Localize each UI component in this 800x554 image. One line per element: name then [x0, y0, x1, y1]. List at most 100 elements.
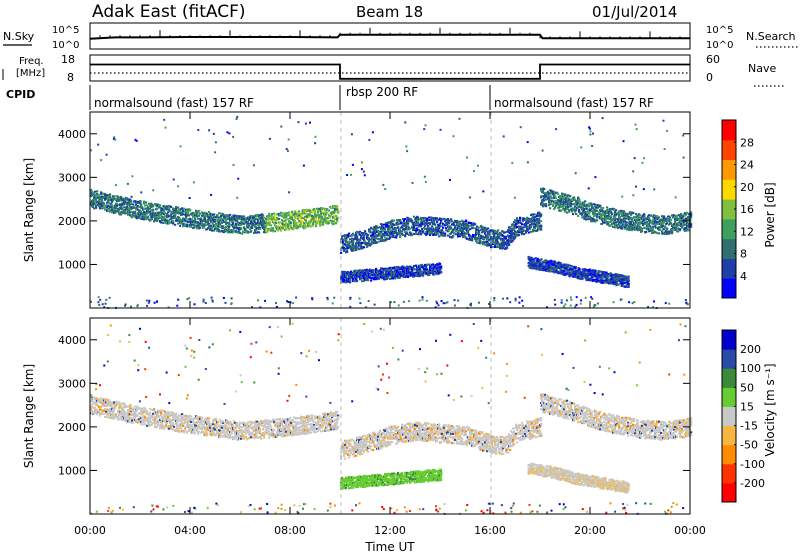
power-cell — [282, 227, 285, 230]
power-cell — [632, 212, 635, 215]
power-cell — [309, 211, 312, 214]
power-cell — [553, 208, 556, 211]
power-cell — [359, 233, 362, 236]
power-cell — [129, 214, 132, 217]
power-cell — [685, 213, 688, 216]
power-cell — [652, 221, 655, 224]
power-cell — [522, 230, 525, 233]
power-cell — [155, 215, 158, 218]
power-cell — [435, 226, 438, 229]
beam-label: Beam 18 — [356, 3, 423, 21]
power-cell — [656, 215, 659, 218]
power-cell — [94, 190, 97, 193]
freq-tick-bottom: 8 — [67, 71, 74, 84]
power-cell — [557, 203, 560, 206]
power-cell — [467, 229, 470, 232]
power-cell — [216, 214, 219, 217]
power-cell — [192, 211, 195, 214]
power-cell — [452, 228, 455, 231]
frequency-trace — [90, 63, 690, 80]
power-cell — [503, 239, 506, 242]
power-cell — [568, 209, 571, 212]
power-cell — [228, 225, 231, 228]
power-cell — [214, 220, 217, 223]
power-cell — [456, 228, 459, 231]
power-cell — [300, 219, 303, 221]
power-cell — [589, 210, 592, 213]
power-cell — [508, 243, 511, 246]
power-cell — [662, 232, 665, 235]
power-cell — [375, 236, 378, 239]
power-cell — [487, 227, 490, 230]
power-cell — [373, 269, 376, 272]
power-cell — [577, 214, 580, 217]
power-cell — [388, 269, 391, 272]
power-cell — [445, 227, 448, 230]
power-cell — [129, 198, 132, 201]
power-cell — [674, 225, 677, 228]
power-cell — [675, 217, 678, 220]
power-cell — [397, 226, 400, 229]
power-cell — [289, 215, 292, 218]
power-cell — [184, 223, 187, 226]
power-cell — [191, 218, 194, 221]
power-data-cells — [90, 115, 693, 309]
power-cell — [298, 225, 301, 228]
power-cell — [269, 227, 272, 230]
power-cell — [254, 218, 257, 221]
power-cell — [411, 233, 414, 236]
power-cell — [396, 234, 399, 237]
power-cell — [215, 227, 218, 230]
power-cell — [228, 215, 231, 218]
power-cell — [301, 210, 304, 213]
power-cell — [405, 227, 408, 230]
power-cell — [123, 198, 126, 200]
power-cell — [308, 216, 311, 219]
power-cell — [471, 239, 474, 242]
power-cell — [389, 229, 392, 232]
power-cell — [355, 244, 358, 247]
power-cell — [603, 220, 606, 223]
power-cell — [391, 226, 394, 229]
power-cell — [300, 221, 303, 224]
power-cell — [656, 232, 659, 235]
power-cell — [287, 218, 290, 221]
power-cell — [378, 277, 381, 280]
power-cell — [95, 196, 98, 198]
power-cell — [380, 230, 383, 233]
power-cell — [684, 223, 687, 226]
power-cell — [319, 215, 322, 218]
power-cell — [331, 220, 334, 223]
power-cell — [610, 215, 613, 218]
power-cell — [391, 225, 394, 228]
power-cell — [304, 212, 307, 215]
noise-right-tick-bottom: 10^0 — [706, 40, 733, 51]
power-cell — [301, 214, 304, 217]
power-cell — [251, 225, 254, 228]
power-cell — [360, 236, 363, 239]
power-cell — [648, 223, 651, 225]
power-cell — [616, 224, 619, 227]
power-cell — [199, 212, 202, 215]
power-cell — [437, 232, 440, 235]
power-cell — [107, 196, 110, 199]
power-cell — [111, 211, 114, 214]
power-cell — [529, 223, 532, 226]
power-cell — [690, 225, 693, 228]
power-cell — [552, 205, 555, 207]
power-cell — [665, 230, 668, 232]
power-cell — [589, 203, 592, 206]
power-cell — [607, 214, 610, 217]
power-cell — [335, 214, 338, 217]
power-cell — [240, 227, 243, 230]
power-cell — [380, 231, 383, 234]
power-cell — [322, 221, 325, 224]
power-cell — [178, 208, 181, 211]
power-cell — [643, 214, 646, 217]
power-cell — [388, 225, 391, 228]
power-cell — [286, 214, 289, 217]
power-cell — [403, 219, 406, 222]
power-cell — [435, 229, 438, 232]
power-cell — [483, 243, 486, 246]
power-cell — [596, 209, 599, 212]
